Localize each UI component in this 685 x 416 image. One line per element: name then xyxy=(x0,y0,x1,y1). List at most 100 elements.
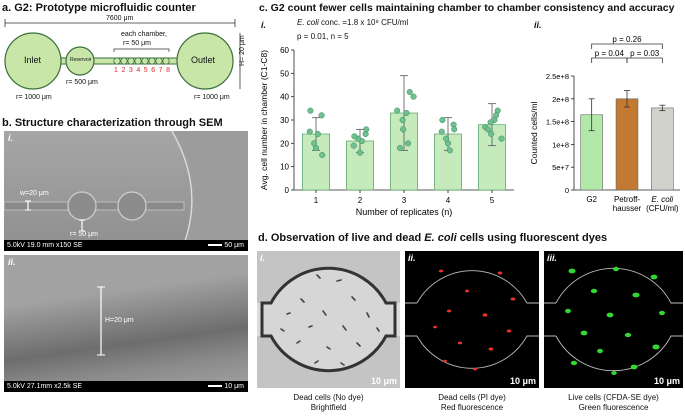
chamber-number: 4 xyxy=(136,67,141,74)
panel-d-title: d. Observation of live and dead E. coli … xyxy=(258,232,607,244)
x-tick-label: 1 xyxy=(314,196,319,205)
data-point xyxy=(351,133,358,140)
x-tick-label: E. coli (CFU/ml) xyxy=(646,195,679,213)
data-point xyxy=(399,116,406,124)
data-point xyxy=(484,126,491,133)
y-tick-label: 20 xyxy=(280,139,289,148)
brightfield-image: i. 10 μm xyxy=(257,251,400,388)
data-point xyxy=(451,126,458,133)
panel-c-i-label: i. xyxy=(261,20,267,30)
data-point xyxy=(307,107,314,114)
data-point xyxy=(350,142,357,149)
data-point xyxy=(400,126,407,133)
brightfield-roman: i. xyxy=(260,253,266,263)
green-roman: iii. xyxy=(547,253,558,263)
data-point xyxy=(356,149,364,156)
green-fluorescence-image: iii. 10 μm xyxy=(544,251,683,388)
brightfield-scale: 10 μm xyxy=(370,376,397,386)
data-point xyxy=(410,93,417,100)
bar xyxy=(651,107,674,191)
sem-2-scale: 10 μm xyxy=(208,381,244,392)
data-point xyxy=(394,107,401,114)
data-point xyxy=(446,147,453,154)
reservoir-radius-label: r= 500 μm xyxy=(66,79,98,86)
red-caption-line1: Dead cells (PI dye) xyxy=(438,393,506,402)
y-tick-label: 10 xyxy=(280,163,289,172)
reservoir-label: Reservoir xyxy=(70,57,92,63)
x-tick-label: 2 xyxy=(358,196,363,205)
p-value-label: p = 0.26 xyxy=(612,36,642,44)
panel-a-title: a. G2: Prototype microfluidic counter xyxy=(2,2,196,14)
data-point xyxy=(487,119,494,126)
data-point xyxy=(403,109,410,117)
data-point xyxy=(306,128,313,135)
each-chamber-label: each chamber, xyxy=(121,31,167,38)
outlet-label: Outlet xyxy=(191,55,216,65)
panel-d-title-post: cells using fluorescent dyes xyxy=(456,232,608,244)
data-point xyxy=(498,135,505,142)
chart-replicates: 0 10 20 30 40 50 60 1 2 3 4 5 Number of replicates (… xyxy=(259,46,514,217)
microfluidic-diagram xyxy=(4,19,241,90)
outlet-radius-label: r= 1000 μm xyxy=(194,94,230,101)
sem-1-info-bar: 5.0kV 19.0 mm x150 SE 50 μm xyxy=(4,240,248,251)
chamber-number: 6 xyxy=(151,67,156,74)
panel-d-title-pre: d. Observation of live and dead xyxy=(258,232,425,244)
red-caption: Dead cells (PI dye) Red fluorescence xyxy=(405,393,539,413)
brightfield-caption-line1: Dead cells (No dye) xyxy=(293,393,364,402)
y-tick-label: 30 xyxy=(280,116,289,125)
sem-2-info-bar: 5.0kV 27.1mm x2.5k SE 10 μm xyxy=(4,381,248,392)
red-caption-line2: Red fluorescence xyxy=(440,403,504,412)
data-point xyxy=(319,151,326,159)
red-fluorescence-image: ii. 10 μm xyxy=(405,251,539,388)
p-value-label: p = 0.04 xyxy=(595,49,625,58)
sem-2-info: 5.0kV 27.1mm x2.5k SE xyxy=(7,383,83,390)
data-point xyxy=(405,140,412,147)
y-tick-label: 40 xyxy=(280,93,289,102)
sem-1-roman: i. xyxy=(8,133,14,143)
y-axis-label: Avg. cell number in chamber (C1-C8) xyxy=(259,50,269,190)
significance-bracket xyxy=(591,57,628,63)
x-tick-label: 5 xyxy=(490,196,495,205)
p-value-label: p = 0.03 xyxy=(630,49,660,58)
data-point xyxy=(493,112,500,119)
green-caption-line1: Live cells (CFDA-SE dye) xyxy=(568,393,659,402)
y-tick-label: 1e+8 xyxy=(552,140,569,149)
total-length-label: 7600 μm xyxy=(104,15,136,22)
sem-image-2: ii. H=20 μm 5.0kV 27.1mm x2.5k SE 10 μm xyxy=(4,255,248,392)
sem-image-1: i. w=20 μm r= 50 μm 5.0kV 19.0 mm x150 S… xyxy=(4,131,248,251)
panel-c-title: c. G2 count fewer cells maintaining cham… xyxy=(259,2,675,14)
y-tick-label: 5e+7 xyxy=(552,163,569,172)
chamber-numbers: 1 2 3 4 5 6 7 8 xyxy=(114,67,170,74)
brightfield-caption: Dead cells (No dye) Brightfield xyxy=(257,393,400,413)
chamber-number: 1 xyxy=(114,67,118,74)
sem-radius-label: r= 50 μm xyxy=(70,231,98,238)
sem-width-label: w=20 μm xyxy=(20,190,49,197)
red-roman: ii. xyxy=(408,253,416,263)
bar xyxy=(615,98,639,191)
chamber-radius-label: r= 50 μm xyxy=(123,40,151,47)
chamber-number: 2 xyxy=(121,67,126,74)
concentration-value: conc. =1.8 x 10⁸ CFU/ml xyxy=(318,18,409,27)
chamber-number: 7 xyxy=(158,67,163,74)
x-tick-label: G2 xyxy=(586,195,597,204)
concentration-label: E. coli conc. =1.8 x 10⁸ CFU/ml xyxy=(297,18,408,27)
data-point xyxy=(318,112,325,119)
stats-label: p = 0.01, n = 5 xyxy=(297,32,349,41)
panel-d-title-organism: E. coli xyxy=(424,232,457,244)
data-point xyxy=(311,140,318,147)
chamber-number: 8 xyxy=(166,67,170,74)
y-tick-label: 1.5e+8 xyxy=(546,118,569,127)
red-scale: 10 μm xyxy=(509,376,536,386)
x-tick-label: Petroff-hausser xyxy=(613,195,642,213)
y-axis-label: Counted cells/ml xyxy=(529,101,539,164)
sem-height-label: H=20 μm xyxy=(105,317,134,324)
chamber-number: 5 xyxy=(143,67,148,74)
y-tick-label: 60 xyxy=(280,46,289,55)
y-tick-label: 0 xyxy=(285,186,290,195)
concentration-organism: E. coli xyxy=(297,18,319,27)
data-point xyxy=(443,135,450,142)
brightfield-caption-line2: Brightfield xyxy=(310,403,347,412)
green-scale: 10 μm xyxy=(653,376,680,386)
chamber-number: 3 xyxy=(128,67,133,74)
significance-bracket xyxy=(591,43,663,49)
